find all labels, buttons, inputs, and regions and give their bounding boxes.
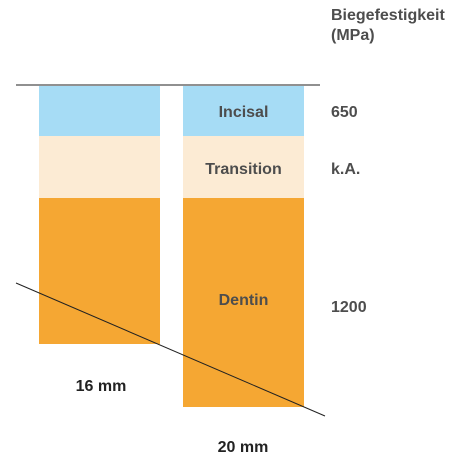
long-block-dentin-zone [183,198,304,407]
dentin-strength-value: 1200 [331,299,367,316]
short-block-size-label: 16 mm [76,378,127,395]
strength-header: Biegefestigkeit (MPa) [331,6,445,46]
long-block-size-label: 20 mm [218,439,269,456]
short-block-transition-zone [39,136,160,198]
long-block-incisal-zone [183,86,304,136]
diagonal-line [15,282,326,417]
transition-zone-label: Transition [205,161,281,178]
long-block-transition-zone [183,136,304,198]
dentin-zone-label: Dentin [219,292,269,309]
incisal-zone-label: Incisal [219,104,269,121]
incisal-strength-value: 650 [331,104,358,121]
strength-header-line1: Biegefestigkeit [331,7,445,24]
short-block-incisal-zone [39,86,160,136]
short-block-dentin-zone [39,198,160,344]
transition-strength-value: k.A. [331,161,360,178]
long-block [183,86,304,407]
short-block [39,86,160,344]
strength-header-line2: (MPa) [331,27,375,44]
